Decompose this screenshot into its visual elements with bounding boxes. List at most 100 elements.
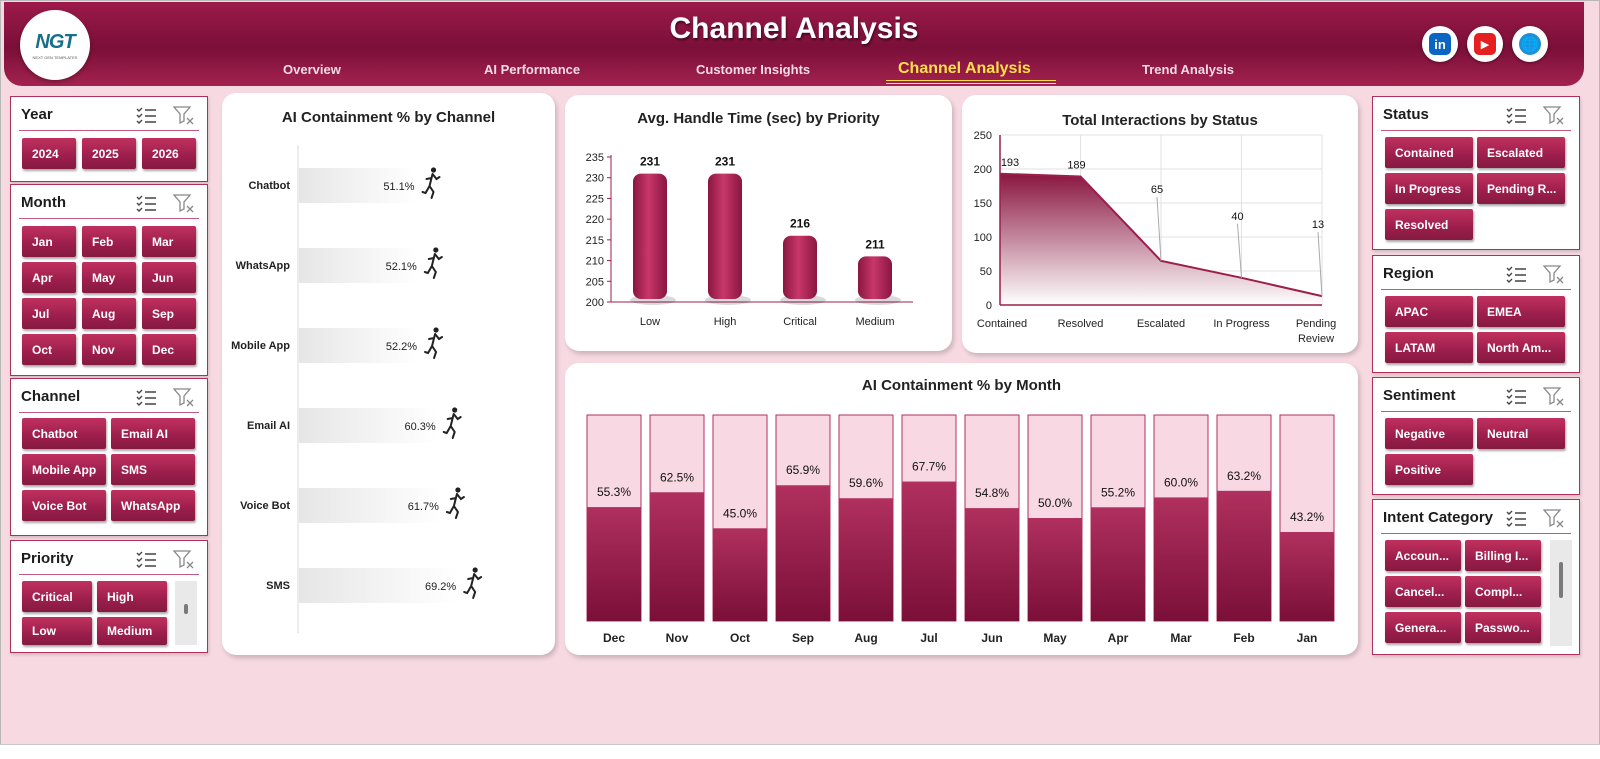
slicer-item[interactable]: Chatbot: [22, 418, 106, 449]
slicer-item[interactable]: 2026: [142, 138, 196, 169]
slicer-item[interactable]: Billing I...: [1465, 540, 1541, 571]
slicer-item[interactable]: Nov: [82, 334, 136, 365]
slicer-item[interactable]: Genera...: [1385, 612, 1461, 643]
multi-select-icon[interactable]: [1505, 264, 1527, 284]
clear-filter-icon[interactable]: [1543, 508, 1565, 528]
slicer-scrollbar[interactable]: [175, 581, 197, 645]
region-slicer: Region APAC EMEA LATAM North Am...: [1372, 255, 1580, 373]
bar: [299, 328, 420, 363]
slicer-item[interactable]: Positive: [1385, 454, 1473, 485]
slicer-item[interactable]: Pending R...: [1477, 173, 1565, 204]
youtube-button[interactable]: ▶: [1467, 26, 1503, 62]
slicer-item[interactable]: Contained: [1385, 137, 1473, 168]
slicer-item[interactable]: North Am...: [1477, 332, 1565, 363]
slicer-item[interactable]: Jul: [22, 298, 76, 329]
x-tick-label: Review: [1298, 333, 1334, 345]
channel-slicer: Channel Chatbot Email AI Mobile App SMS …: [10, 378, 208, 536]
tab-ai-performance[interactable]: AI Performance: [484, 62, 581, 77]
slicer-item[interactable]: Cancel...: [1385, 576, 1461, 607]
slicer-item[interactable]: Low: [22, 617, 92, 645]
x-tick-label: Jul: [920, 631, 937, 645]
slicer-title: Region: [1383, 265, 1434, 282]
bar: [1028, 518, 1082, 621]
slicer-item[interactable]: Jun: [142, 262, 196, 293]
multi-select-icon[interactable]: [1505, 508, 1527, 528]
tab-customer-insights[interactable]: Customer Insights: [696, 62, 811, 77]
clear-filter-icon[interactable]: [173, 549, 195, 569]
slicer-divider: [1381, 533, 1571, 534]
clear-filter-icon[interactable]: [173, 387, 195, 407]
tab-trend-analysis[interactable]: Trend Analysis: [1142, 62, 1234, 77]
slicer-item[interactable]: 2024: [22, 138, 76, 169]
slicer-item[interactable]: Oct: [22, 334, 76, 365]
slicer-item[interactable]: Apr: [22, 262, 76, 293]
year-slicer: Year 2024 2025 2026: [10, 96, 208, 182]
multi-select-icon[interactable]: [135, 549, 157, 569]
slicer-item[interactable]: Aug: [82, 298, 136, 329]
slicer-item[interactable]: Jan: [22, 226, 76, 257]
slicer-item[interactable]: Mobile App: [22, 454, 106, 485]
scroll-thumb[interactable]: [1559, 562, 1563, 598]
tab-channel-analysis[interactable]: Channel Analysis: [898, 60, 1031, 77]
multi-select-icon[interactable]: [1505, 386, 1527, 406]
slicer-item[interactable]: Email AI: [111, 418, 195, 449]
linkedin-button[interactable]: in: [1422, 26, 1458, 62]
chart-title: Avg. Handle Time (sec) by Priority: [637, 110, 880, 127]
data-label: 13: [1312, 219, 1324, 231]
clear-filter-icon[interactable]: [1543, 105, 1565, 125]
slicer-item[interactable]: Compl...: [1465, 576, 1541, 607]
multi-select-icon[interactable]: [135, 387, 157, 407]
bar: [708, 173, 742, 299]
scroll-thumb[interactable]: [184, 604, 188, 614]
clear-filter-icon[interactable]: [173, 193, 195, 213]
slicer-item[interactable]: WhatsApp: [111, 490, 195, 521]
multi-select-icon[interactable]: [135, 193, 157, 213]
y-tick-label: 210: [586, 256, 604, 268]
slicer-item[interactable]: Medium: [97, 617, 167, 645]
slicer-item[interactable]: Passwo...: [1465, 612, 1541, 643]
slicer-divider: [1381, 130, 1571, 131]
slicer-item[interactable]: 2025: [82, 138, 136, 169]
logo-subtext: NEXT GEN TEMPLATES: [32, 54, 78, 60]
multi-select-icon[interactable]: [135, 105, 157, 125]
slicer-item[interactable]: Neutral: [1477, 418, 1565, 449]
multi-select-icon[interactable]: [1505, 105, 1527, 125]
slicer-item[interactable]: Escalated: [1477, 137, 1565, 168]
slicer-item[interactable]: APAC: [1385, 296, 1473, 327]
slicer-item[interactable]: Negative: [1385, 418, 1473, 449]
slicer-item[interactable]: Feb: [82, 226, 136, 257]
category-label: Chatbot: [248, 180, 290, 192]
website-button[interactable]: 🌐: [1512, 26, 1548, 62]
data-label: 193: [1001, 157, 1019, 169]
slicer-item[interactable]: EMEA: [1477, 296, 1565, 327]
data-label: 60.0%: [1164, 475, 1198, 489]
slicer-item[interactable]: Dec: [142, 334, 196, 365]
runner-icon: [445, 487, 465, 519]
slicer-item[interactable]: Accoun...: [1385, 540, 1461, 571]
y-tick-label: 150: [974, 198, 992, 210]
slicer-item[interactable]: May: [82, 262, 136, 293]
y-tick-label: 215: [586, 235, 604, 247]
clear-filter-icon[interactable]: [1543, 264, 1565, 284]
bar: [858, 256, 892, 299]
interactions-by-status-card: Total Interactions by Status 0 50 100 150 20…: [962, 95, 1358, 353]
slicer-item[interactable]: High: [97, 581, 167, 612]
slicer-item[interactable]: Sep: [142, 298, 196, 329]
slicer-item[interactable]: Mar: [142, 226, 196, 257]
x-tick-label: Jan: [1297, 631, 1318, 645]
slicer-item[interactable]: Voice Bot: [22, 490, 106, 521]
slicer-item[interactable]: SMS: [111, 454, 195, 485]
slicer-item[interactable]: Resolved: [1385, 209, 1473, 240]
bar: [299, 488, 441, 523]
slicer-scrollbar[interactable]: [1550, 540, 1572, 646]
tab-overview[interactable]: Overview: [283, 62, 341, 77]
slicer-title: Channel: [21, 388, 81, 405]
slicer-title: Year: [21, 106, 53, 123]
y-tick-label: 205: [586, 276, 604, 288]
slicer-item[interactable]: Critical: [22, 581, 92, 612]
y-tick-label: 230: [586, 173, 604, 185]
clear-filter-icon[interactable]: [1543, 386, 1565, 406]
slicer-item[interactable]: In Progress: [1385, 173, 1473, 204]
slicer-item[interactable]: LATAM: [1385, 332, 1473, 363]
clear-filter-icon[interactable]: [173, 105, 195, 125]
